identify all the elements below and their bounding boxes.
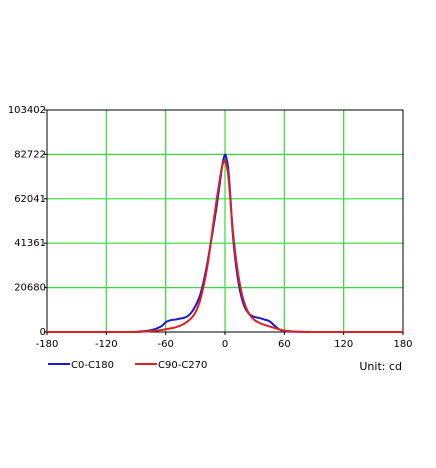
x-tick-label: -180 [36, 339, 59, 350]
unit-label: Unit: cd [359, 360, 402, 373]
y-tick-label: 0 [40, 327, 46, 338]
x-tick-label: 60 [278, 339, 291, 350]
y-tick-labels: 0 20680 41361 62041 82722 103402 [8, 105, 47, 338]
x-tick-label: 180 [393, 339, 412, 350]
y-tick-label: 41361 [14, 238, 46, 249]
y-tick-label: 82722 [14, 149, 46, 160]
x-tick-label: -60 [157, 339, 173, 350]
x-tick-label: -120 [95, 339, 118, 350]
series-lines [46, 153, 404, 334]
y-tick-label: 103402 [8, 105, 46, 116]
series-line-c0-c180 [46, 153, 403, 334]
x-tick-label: 120 [334, 339, 353, 350]
legend-label: C0-C180 [71, 360, 114, 371]
legend: C0-C180 C90-C270 [48, 360, 207, 371]
x-tick-label: 0 [222, 339, 228, 350]
legend-label: C90-C270 [158, 360, 207, 371]
x-tick-labels: -180 -120 -60 0 60 120 180 [36, 332, 413, 350]
y-tick-label: 20680 [14, 283, 46, 294]
series-line-c90-c270 [46, 159, 404, 334]
y-tick-label: 62041 [14, 194, 46, 205]
